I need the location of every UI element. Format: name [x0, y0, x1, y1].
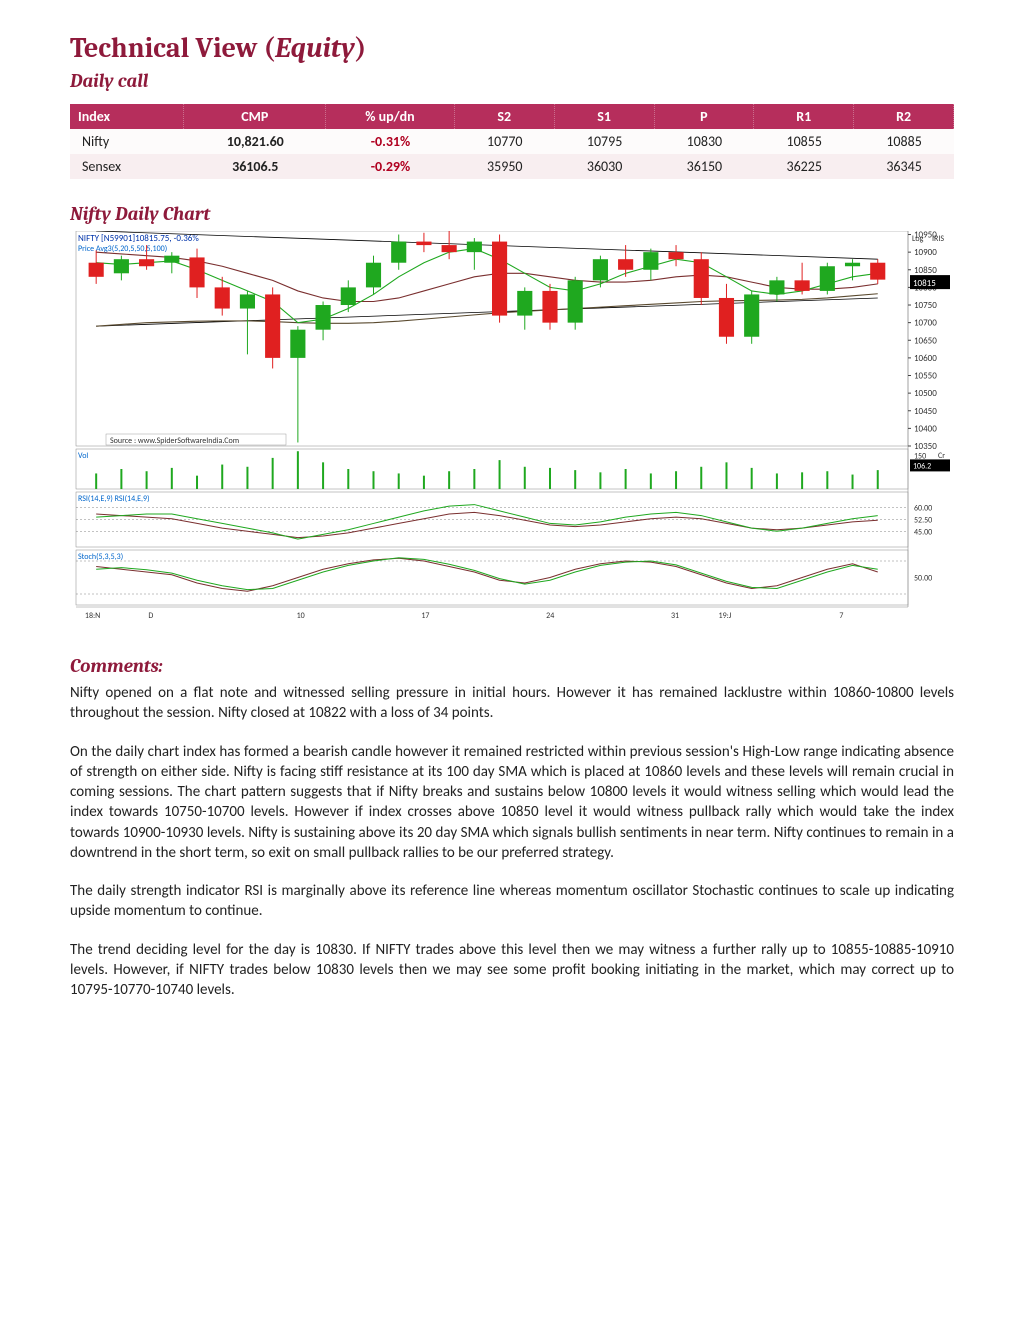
comments-body: Nifty opened on a flat note and witnesse… [70, 683, 954, 1000]
svg-text:Log: Log [912, 234, 924, 244]
page-title: Technical View (Equity) [70, 32, 954, 64]
svg-text:RSI(14,E,9) RSI(14,E,9): RSI(14,E,9) RSI(14,E,9) [78, 494, 150, 504]
svg-text:10750: 10750 [914, 300, 937, 311]
svg-text:60.00: 60.00 [914, 504, 932, 514]
svg-text:31: 31 [671, 611, 679, 621]
svg-text:Stoch(5,3,5,3): Stoch(5,3,5,3) [78, 552, 123, 562]
svg-text:10850: 10850 [914, 265, 937, 276]
svg-text:Price Avg3(5,20,5,50,5,100): Price Avg3(5,20,5,50,5,100) [78, 244, 167, 254]
comment-paragraph: Nifty opened on a flat note and witnesse… [70, 683, 954, 724]
svg-text:10900: 10900 [914, 247, 937, 258]
col-r1: R1 [754, 104, 854, 129]
col-r2: R2 [854, 104, 954, 129]
svg-text:10815: 10815 [913, 278, 936, 289]
svg-text:10700: 10700 [914, 318, 937, 329]
svg-text:NIFTY [N59901]10815.75, -0.36: NIFTY [N59901]10815.75, -0.36% [78, 233, 199, 244]
col-pct: % up/dn [326, 104, 455, 129]
svg-text:10500: 10500 [914, 388, 937, 399]
col-s1: S1 [555, 104, 655, 129]
index-table: Index CMP % up/dn S2 S1 P R1 R2 Nifty10,… [70, 104, 954, 179]
svg-text:10400: 10400 [914, 423, 937, 434]
svg-text:19:J: 19:J [719, 611, 732, 621]
svg-text:52.50: 52.50 [914, 516, 932, 526]
svg-text:10: 10 [297, 611, 305, 621]
svg-text:18:N: 18:N [85, 611, 100, 621]
col-index: Index [70, 104, 184, 129]
svg-text:10600: 10600 [914, 353, 937, 364]
candlestick-chart: 10350 10400 10450 10500 10550 10600 10650 10700… [70, 231, 954, 631]
comments-heading: Comments: [70, 655, 954, 677]
svg-text:7: 7 [839, 611, 843, 621]
svg-text:D: D [148, 611, 153, 621]
nifty-daily-chart: 10350 10400 10450 10500 10550 10600 10650 10700… [70, 231, 954, 631]
svg-text:10650: 10650 [914, 335, 937, 346]
svg-text:Source : www.SpiderSoftwareInd: Source : www.SpiderSoftwareIndia.Com [110, 436, 239, 446]
chart-section-title: Nifty Daily Chart [70, 203, 954, 225]
svg-text:50.00: 50.00 [914, 574, 932, 584]
svg-text:45.00: 45.00 [914, 527, 932, 537]
table-row: Sensex36106.5-0.29%359503603036150362253… [70, 154, 954, 179]
svg-text:Vol: Vol [78, 451, 88, 461]
svg-text:106.2: 106.2 [913, 461, 931, 471]
svg-text:10450: 10450 [914, 406, 937, 417]
comment-paragraph: The daily strength indicator RSI is marg… [70, 881, 954, 922]
svg-text:17: 17 [421, 611, 429, 621]
title-prefix: Technical View ( [70, 32, 275, 64]
table-row: Nifty10,821.60-0.31%10770107951083010855… [70, 129, 954, 154]
subtitle-daily-call: Daily call [70, 70, 954, 92]
col-cmp: CMP [184, 104, 326, 129]
index-table-header: Index CMP % up/dn S2 S1 P R1 R2 [70, 104, 954, 129]
svg-text:10350: 10350 [914, 441, 937, 452]
svg-text:10550: 10550 [914, 371, 937, 382]
svg-text:24: 24 [546, 611, 554, 621]
comment-paragraph: On the daily chart index has formed a be… [70, 742, 954, 864]
col-s2: S2 [455, 104, 555, 129]
svg-text:IRIS: IRIS [932, 234, 944, 244]
title-suffix: ) [355, 32, 366, 64]
comment-paragraph: The trend deciding level for the day is … [70, 940, 954, 1001]
col-p: P [655, 104, 755, 129]
title-italic: Equity [275, 32, 355, 64]
